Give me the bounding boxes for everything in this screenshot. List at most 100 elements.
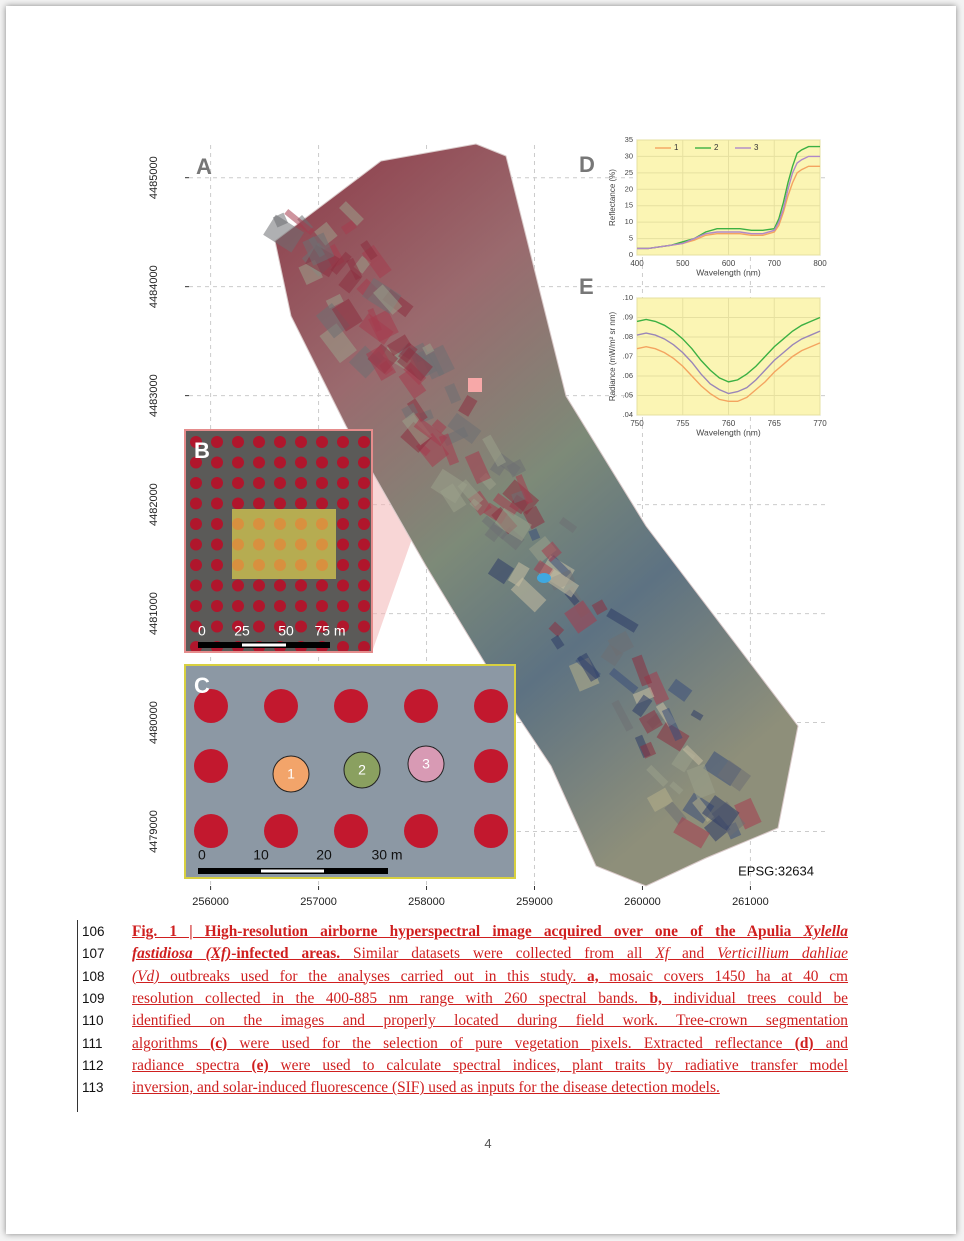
tree-crown bbox=[295, 457, 307, 469]
map-y-tick-label: 4485000 bbox=[148, 156, 160, 199]
map-y-tick-label: 4480000 bbox=[148, 701, 160, 744]
tree-crown bbox=[474, 749, 508, 783]
inset-b: 0255075 m bbox=[185, 430, 372, 653]
y-axis-label: Reflectance (%) bbox=[608, 169, 617, 226]
line-number: 106 bbox=[82, 922, 105, 942]
tree-crown bbox=[253, 457, 265, 469]
tree-crown bbox=[253, 600, 265, 612]
tree-crown bbox=[358, 518, 370, 530]
page-root: 2560002570002580002590002600002610004479… bbox=[0, 0, 964, 1241]
inset-c: 1230102030 m bbox=[185, 665, 515, 878]
tree-crown bbox=[211, 559, 223, 571]
map-y-tick-label: 4482000 bbox=[148, 483, 160, 526]
tree-crown bbox=[232, 477, 244, 489]
x-tick-label: 800 bbox=[813, 259, 827, 268]
caption-text: a, bbox=[587, 968, 599, 985]
y-tick-label: .04 bbox=[623, 410, 633, 419]
crs-label: EPSG:32634 bbox=[738, 863, 814, 878]
crown-label: 3 bbox=[422, 756, 430, 772]
tree-crown bbox=[253, 621, 265, 633]
tree-crown bbox=[334, 814, 368, 848]
y-tick-label: .05 bbox=[623, 390, 633, 399]
map-x-tick-label: 257000 bbox=[300, 896, 337, 908]
tree-crown bbox=[211, 477, 223, 489]
scale-label: 30 m bbox=[371, 847, 402, 863]
caption-line: inversion, and solar-induced fluorescenc… bbox=[132, 1078, 848, 1098]
caption-text: and bbox=[669, 945, 717, 962]
scale-label: 50 bbox=[278, 623, 294, 639]
y-tick-label: 30 bbox=[625, 151, 633, 160]
map-x-tick-label: 256000 bbox=[192, 896, 229, 908]
tree-crown bbox=[211, 518, 223, 530]
tree-crown bbox=[295, 600, 307, 612]
tree-crown bbox=[358, 498, 370, 510]
map-x-tick-label: 260000 bbox=[624, 896, 661, 908]
caption-text: Verticillium dahliae bbox=[717, 945, 848, 962]
crown-label: 2 bbox=[358, 762, 366, 778]
caption-text: algorithms bbox=[132, 1035, 210, 1052]
caption-line: radiance spectra (e) were used to calcul… bbox=[132, 1056, 848, 1076]
tree-crown bbox=[253, 436, 265, 448]
caption-text: Xylella bbox=[804, 923, 848, 940]
tree-crown bbox=[316, 580, 328, 592]
scale-label: 0 bbox=[198, 847, 206, 863]
x-tick-label: 400 bbox=[630, 259, 644, 268]
tree-crown bbox=[404, 689, 438, 723]
tree-crown bbox=[232, 600, 244, 612]
line-number: 107 bbox=[82, 944, 105, 964]
line-number: 110 bbox=[82, 1011, 104, 1031]
tree-crown bbox=[404, 814, 438, 848]
tree-crown bbox=[358, 621, 370, 633]
tree-crown bbox=[337, 498, 349, 510]
scale-label: 20 bbox=[316, 847, 332, 863]
y-tick-label: 15 bbox=[625, 201, 633, 210]
tree-crown bbox=[295, 436, 307, 448]
tree-crown bbox=[211, 539, 223, 551]
zoom-marker bbox=[468, 378, 482, 392]
tree-crown bbox=[194, 814, 228, 848]
tree-crown bbox=[253, 498, 265, 510]
x-tick-label: 750 bbox=[630, 419, 644, 428]
tree-crown bbox=[295, 498, 307, 510]
tree-crown bbox=[358, 559, 370, 571]
caption-line: fastidiosa (Xf)-infected areas. Similar … bbox=[132, 944, 848, 964]
tree-crown bbox=[211, 600, 223, 612]
legend-label: 3 bbox=[754, 143, 759, 152]
caption-text: were used for the selection of pure vege… bbox=[227, 1035, 795, 1052]
y-tick-label: 35 bbox=[625, 135, 633, 144]
scale-label: 75 m bbox=[314, 623, 345, 639]
paper-page: 2560002570002580002590002600002610004479… bbox=[6, 6, 956, 1234]
tree-crown bbox=[253, 477, 265, 489]
tree-crown bbox=[274, 498, 286, 510]
map-y-tick-label: 4484000 bbox=[148, 265, 160, 308]
panel-label: D bbox=[579, 152, 595, 177]
tree-crown bbox=[190, 518, 202, 530]
x-axis-label: Wavelength (nm) bbox=[696, 267, 761, 277]
tree-crown bbox=[337, 559, 349, 571]
tree-crown bbox=[474, 689, 508, 723]
caption-text: individual trees could be bbox=[662, 990, 848, 1007]
tree-crown bbox=[274, 477, 286, 489]
caption-text: Xf bbox=[655, 945, 669, 962]
tree-crown bbox=[264, 689, 298, 723]
tree-crown bbox=[232, 457, 244, 469]
tree-crown bbox=[295, 477, 307, 489]
scale-label: 25 bbox=[234, 623, 250, 639]
tree-crown bbox=[274, 600, 286, 612]
tree-crown bbox=[316, 436, 328, 448]
tree-crown bbox=[295, 621, 307, 633]
map-x-tick-label: 261000 bbox=[732, 896, 769, 908]
scale-bar-segment bbox=[242, 644, 286, 647]
tree-crown bbox=[337, 539, 349, 551]
x-tick-label: 770 bbox=[813, 419, 827, 428]
tree-crown bbox=[211, 436, 223, 448]
crown-label: 1 bbox=[287, 766, 295, 782]
tree-crown bbox=[337, 518, 349, 530]
caption-text: Fig. 1 | High-resolution airborne hypers… bbox=[132, 923, 804, 940]
tree-crown bbox=[253, 580, 265, 592]
tree-crown bbox=[211, 580, 223, 592]
selection-area bbox=[232, 509, 336, 579]
tree-crown bbox=[211, 621, 223, 633]
tree-crown bbox=[358, 539, 370, 551]
water-body bbox=[537, 573, 551, 583]
